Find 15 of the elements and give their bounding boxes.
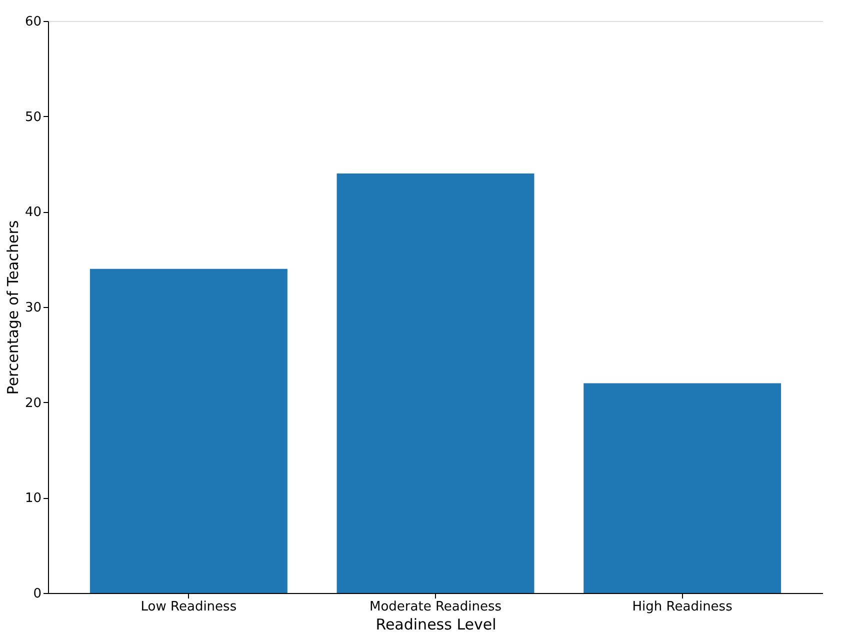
y-tick-label: 30 bbox=[24, 300, 42, 316]
bar bbox=[336, 174, 534, 593]
y-axis-title: Percentage of Teachers bbox=[4, 220, 22, 395]
y-tick-label: 20 bbox=[24, 396, 42, 411]
y-tick-label: 60 bbox=[24, 14, 42, 30]
y-tick-label: 50 bbox=[24, 110, 42, 125]
y-tick-label: 0 bbox=[33, 586, 42, 602]
y-tick-label: 40 bbox=[24, 205, 42, 220]
bar bbox=[90, 268, 288, 593]
x-axis-title: Readiness Level bbox=[376, 616, 496, 634]
bar bbox=[584, 383, 782, 593]
x-tick-label: Moderate Readiness bbox=[369, 600, 502, 614]
y-tick-label: 10 bbox=[24, 491, 42, 506]
x-tick-label: Low Readiness bbox=[140, 600, 237, 614]
x-tick-label: High Readiness bbox=[632, 600, 733, 614]
